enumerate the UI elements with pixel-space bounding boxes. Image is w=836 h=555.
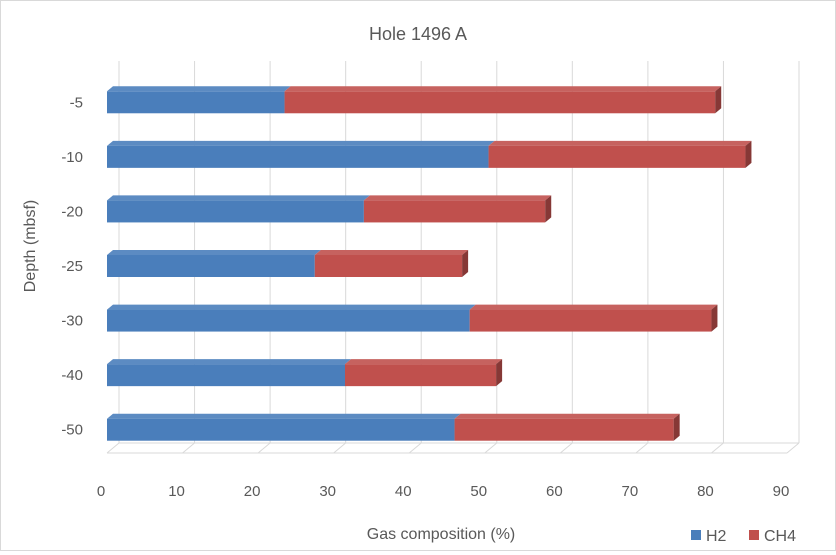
bar-top-h2--25 [107, 250, 321, 255]
grid-floor-line [560, 442, 573, 454]
x-tick-label: 90 [773, 483, 790, 500]
bar-side--40 [496, 359, 503, 387]
x-tick-label: 40 [395, 483, 412, 500]
bar-h2--25 [107, 255, 315, 277]
legend-swatch-ch4 [749, 530, 759, 540]
y-tick-label: -5 [70, 94, 83, 111]
grid-floor-line [635, 442, 649, 454]
bar-side--30 [711, 304, 718, 332]
bars-group [107, 86, 752, 441]
x-tick-label: 20 [244, 483, 261, 500]
grid-floor-line [333, 442, 346, 454]
bar-top-ch4--30 [469, 304, 718, 310]
bar-h2--5 [107, 91, 285, 114]
x-tick-label: 80 [697, 483, 714, 500]
y-tick-label: -40 [61, 367, 83, 384]
bar-side--20 [545, 195, 552, 223]
y-tick-label: -25 [61, 258, 83, 275]
y-tick-label: -20 [61, 203, 83, 220]
bar-ch4--40 [345, 364, 497, 387]
chart-title: Hole 1496 A [369, 24, 467, 44]
bar-side--5 [715, 86, 722, 114]
bar-top-ch4--40 [345, 359, 503, 365]
legend-label-h2: H2 [706, 528, 727, 545]
bar-ch4--20 [363, 200, 546, 223]
bar-top-ch4--5 [284, 86, 722, 92]
bar-h2--20 [107, 200, 364, 223]
bar-h2--40 [107, 364, 345, 387]
y-axis-label: Depth (mbsf) [22, 200, 39, 292]
bar-side--10 [745, 140, 752, 168]
x-tick-labels: 0 10 20 30 40 50 60 70 80 90 [97, 483, 790, 500]
bar-side--50 [673, 413, 680, 441]
grid-floor-line [106, 442, 120, 454]
bar-top-h2--20 [107, 195, 370, 201]
x-tick-label: 0 [97, 483, 105, 500]
bar-ch4--50 [454, 418, 674, 441]
bar-h2--30 [107, 309, 470, 332]
bar-top-h2--50 [107, 413, 461, 419]
bar-top-ch4--20 [363, 195, 552, 201]
x-axis-label: Gas composition (%) [367, 526, 516, 543]
y-tick-labels: -5 -10 -20 -25 -30 -40 -50 [61, 94, 83, 438]
legend-label-ch4: CH4 [764, 528, 796, 545]
y-tick-label: -50 [61, 422, 83, 439]
bar-top-h2--40 [107, 359, 351, 365]
bar-top-h2--30 [107, 304, 476, 310]
grid-floor-line [786, 442, 800, 454]
x-tick-label: 60 [546, 483, 563, 500]
grid-floor-line [484, 442, 498, 454]
bar-h2--10 [107, 145, 489, 168]
legend-swatch-h2 [691, 530, 701, 540]
bar-ch4--25 [314, 255, 463, 277]
x-tick-label: 30 [319, 483, 336, 500]
legend: H2 CH4 [691, 528, 796, 545]
grid-floor-line [408, 442, 422, 454]
bar-ch4--10 [488, 145, 746, 168]
grid-floor-line [711, 442, 724, 454]
bar-top-ch4--50 [454, 413, 680, 419]
bar-top-ch4--10 [488, 140, 752, 146]
x-tick-label: 10 [168, 483, 185, 500]
bar-top-h2--10 [107, 140, 495, 146]
y-tick-label: -10 [61, 149, 83, 166]
bar-ch4--30 [469, 309, 712, 332]
y-tick-label: -30 [61, 313, 83, 330]
grid-floor-line [182, 442, 195, 454]
x-tick-label: 70 [622, 483, 639, 500]
grid-floor-line [257, 442, 271, 454]
bar-ch4--5 [284, 91, 716, 114]
bar-top-ch4--25 [314, 250, 469, 255]
x-tick-label: 50 [470, 483, 487, 500]
bar-top-h2--5 [107, 86, 291, 92]
bar-side--25 [462, 250, 469, 277]
bar-h2--50 [107, 418, 455, 441]
